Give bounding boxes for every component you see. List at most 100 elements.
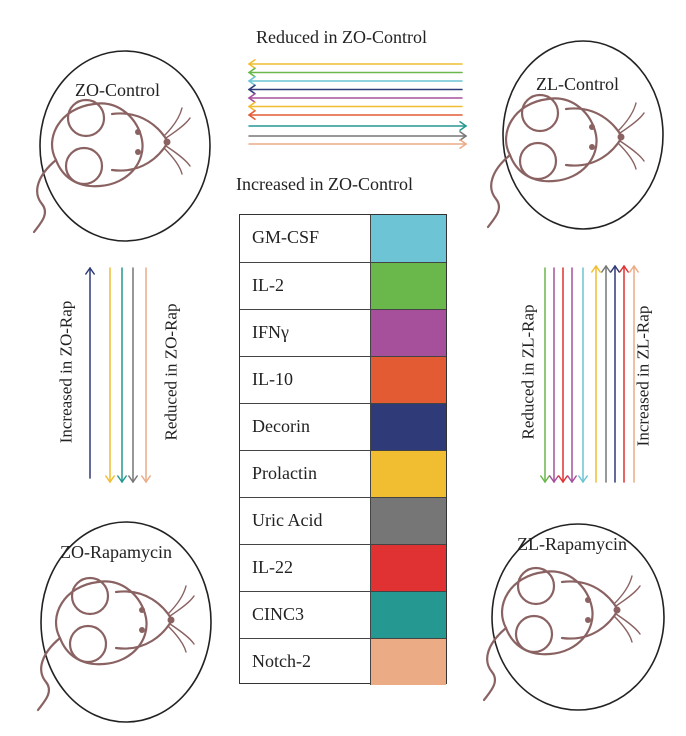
arrow xyxy=(601,264,611,483)
mouse-tail xyxy=(36,636,62,712)
mouse-ear-icon xyxy=(520,93,560,133)
legend-swatch xyxy=(370,215,446,262)
arrow-head xyxy=(247,101,256,112)
arrow xyxy=(549,267,559,484)
legend-swatch xyxy=(370,404,446,450)
legend-swatch xyxy=(370,545,446,591)
arrow-head xyxy=(247,110,256,120)
mouse-nose-icon xyxy=(617,133,625,141)
arrow xyxy=(247,84,463,95)
arrow-head xyxy=(128,475,138,484)
left-increased-label: Increased in ZO-Rap xyxy=(55,300,75,444)
arrow-head xyxy=(540,475,550,484)
mouse-eye-icon xyxy=(135,129,141,135)
mouse-tail xyxy=(482,626,508,702)
legend-swatch xyxy=(370,357,446,403)
mouse-tail xyxy=(32,158,58,234)
mouse-zo-control xyxy=(32,50,211,242)
mouse-icon xyxy=(486,93,645,229)
left-reduced-label: Reduced in ZO-Rap xyxy=(160,303,180,441)
mouse-tail xyxy=(486,153,512,229)
arrow-head xyxy=(247,84,256,95)
arrow xyxy=(629,264,639,483)
top-increased-label: Increased in ZO-Control xyxy=(236,174,413,194)
legend-swatch xyxy=(370,310,446,356)
legend-row: IFNγ xyxy=(240,309,446,356)
arrow xyxy=(578,267,588,484)
mouse-ear-icon xyxy=(64,146,104,186)
arrow xyxy=(247,59,463,69)
arrow-head xyxy=(459,139,468,149)
arrow xyxy=(247,76,463,86)
arrow xyxy=(117,267,127,484)
arrow-head xyxy=(578,475,588,484)
right-reduced-label: Reduced in ZL-Rap xyxy=(518,304,538,440)
arrow-head xyxy=(117,475,127,484)
mouse-ear-icon xyxy=(70,576,110,616)
arrow xyxy=(619,264,629,483)
legend-name: Uric Acid xyxy=(252,510,323,530)
arrow xyxy=(128,267,138,484)
legend-name: IL-10 xyxy=(252,369,293,389)
legend-row: Uric Acid xyxy=(240,497,446,544)
arrow-head xyxy=(629,264,639,273)
mouse-whiskers xyxy=(163,107,191,175)
arrow xyxy=(591,264,601,483)
legend-row: CINC3 xyxy=(240,591,446,638)
zl-rapamycin-label: ZL-Rapamycin xyxy=(517,534,627,554)
arrow-head xyxy=(85,266,95,275)
arrow-head xyxy=(247,76,256,86)
mouse-border-ellipse xyxy=(502,40,664,230)
legend-name: Prolactin xyxy=(252,463,317,483)
arrow xyxy=(247,93,463,103)
mouse-icon xyxy=(36,576,195,712)
arrow-head xyxy=(459,131,468,141)
legend-table: GM-CSF IL-2 IFNγ IL-10 Decorin Prolactin Uric … xyxy=(239,214,447,685)
zo-rapamycin-label: ZO-Rapamycin xyxy=(60,542,172,562)
mouse-icon xyxy=(482,566,641,702)
arrow-head xyxy=(558,475,568,484)
arrow xyxy=(248,139,468,149)
arrow xyxy=(105,267,115,484)
legend-row: Decorin xyxy=(240,403,446,450)
arrow xyxy=(248,131,468,141)
legend-swatch xyxy=(370,592,446,638)
legend-row: IL-2 xyxy=(240,262,446,309)
mouse-eye-icon xyxy=(585,597,591,603)
mouse-eye-icon xyxy=(135,149,141,155)
mouse-eye-icon xyxy=(589,144,595,150)
legend-swatch xyxy=(370,498,446,544)
legend-name: IL-2 xyxy=(252,275,284,295)
mouse-whiskers xyxy=(613,575,641,643)
mouse-body xyxy=(504,97,598,183)
mouse-border-ellipse xyxy=(39,50,211,242)
arrow xyxy=(141,267,151,484)
arrow xyxy=(610,264,620,483)
mouse-ear-icon xyxy=(518,141,558,181)
arrow-head xyxy=(247,93,256,103)
mouse-body xyxy=(500,570,594,656)
arrow xyxy=(558,267,568,484)
arrow xyxy=(567,267,577,484)
mouse-nose-icon xyxy=(163,138,171,146)
mouse-ear-icon xyxy=(68,624,108,664)
mouse-zo-rapamycin xyxy=(36,521,212,723)
right-increased-label: Increased in ZL-Rap xyxy=(632,305,652,447)
legend-row: IL-22 xyxy=(240,544,446,591)
legend-row: Prolactin xyxy=(240,450,446,497)
arrow xyxy=(540,267,550,484)
mouse-border-ellipse xyxy=(40,521,212,723)
mouse-eye-icon xyxy=(139,627,145,633)
mouse-whiskers xyxy=(617,102,645,170)
legend-row: GM-CSF xyxy=(240,215,446,262)
mouse-ear-icon xyxy=(514,614,554,654)
legend-row: IL-10 xyxy=(240,356,446,403)
mouse-nose-icon xyxy=(167,616,175,624)
mouse-icon xyxy=(32,98,191,234)
legend-swatch xyxy=(370,263,446,309)
arrow xyxy=(247,101,463,112)
arrow-head xyxy=(567,475,577,484)
mouse-nose-icon xyxy=(613,606,621,614)
